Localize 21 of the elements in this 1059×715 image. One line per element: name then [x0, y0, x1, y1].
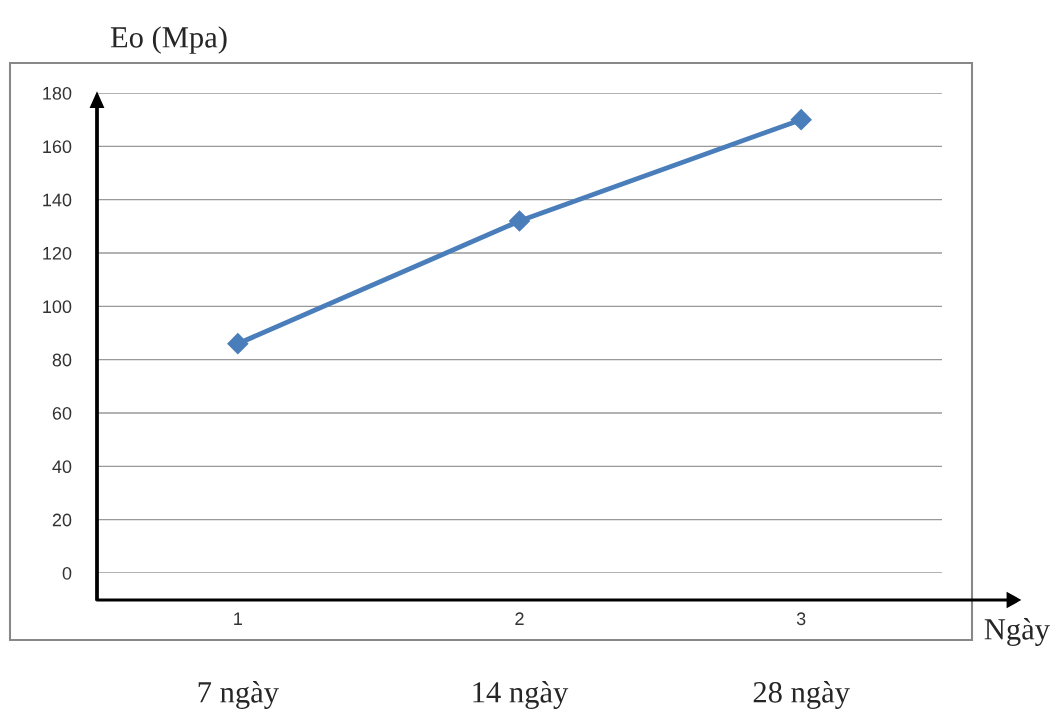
- y-tick-label: 80: [52, 353, 72, 367]
- text: 28 ngày: [753, 681, 850, 709]
- point: [790, 109, 812, 131]
- point: [227, 333, 249, 355]
- y-tick-label: 100: [43, 300, 72, 314]
- point: [508, 210, 531, 232]
- text: 7 ngày: [198, 681, 279, 709]
- y-tick-label: 40: [52, 460, 72, 474]
- y-axis-title: Eo (Mpa): [110, 26, 227, 54]
- y-tick-label: 120: [43, 246, 72, 260]
- text: 14 ngày: [473, 681, 569, 709]
- y-tick-label: 0: [62, 566, 72, 580]
- y-tick-label: 140: [43, 193, 72, 207]
- y-tick-label: 180: [43, 86, 72, 100]
- x-tick-label: 1: [234, 612, 242, 625]
- y-tick-label: 20: [52, 513, 72, 527]
- x-axis-title: Ngày: [984, 618, 1050, 646]
- y-tick-label: 60: [52, 406, 72, 420]
- x-tick-label: 2: [515, 612, 524, 625]
- y-tick-label: 160: [43, 140, 72, 154]
- x-tick-label: 3: [796, 612, 806, 626]
